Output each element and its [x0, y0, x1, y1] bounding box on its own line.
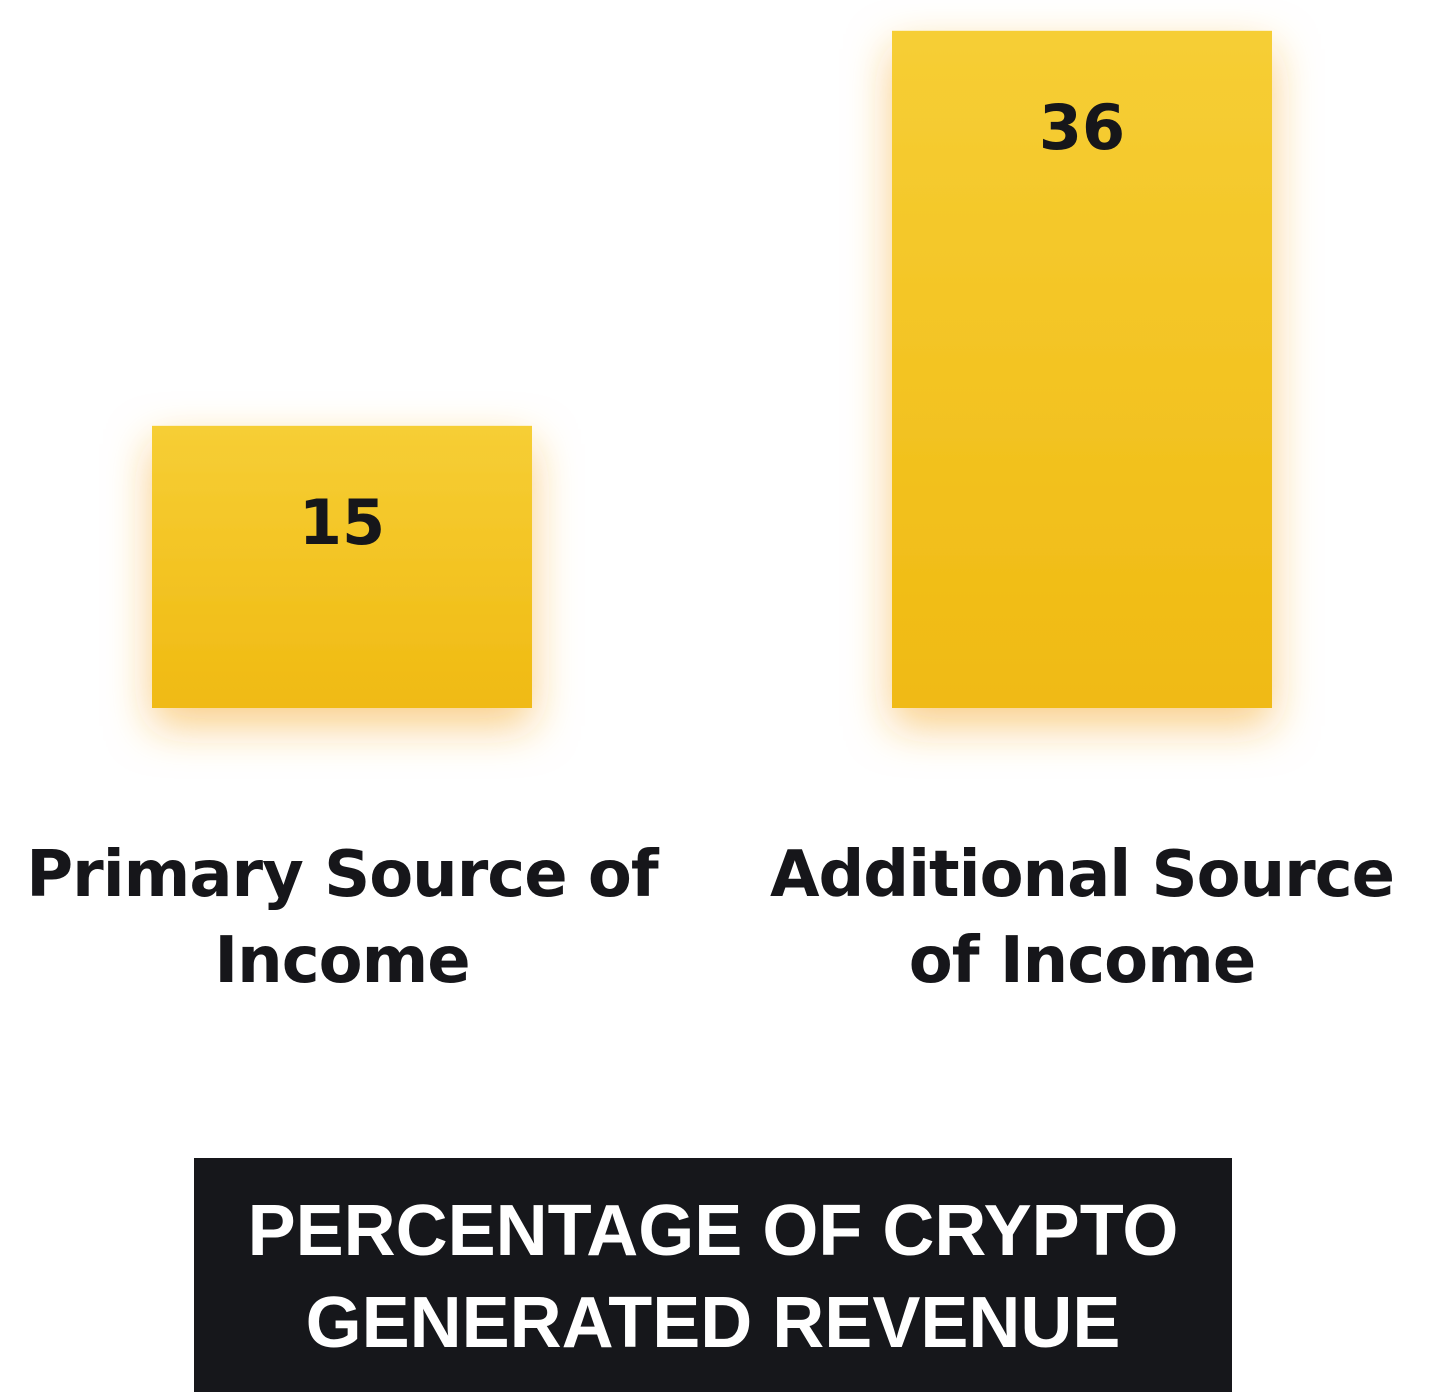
bar-primary-source-of-income: [152, 425, 532, 708]
category-label-additional-source-of-income: Additional Source of Income: [769, 838, 1395, 998]
chart-title-box: PERCENTAGE OF CRYPTO GENERATED REVENUE: [194, 1158, 1232, 1392]
chart-title: PERCENTAGE OF CRYPTO GENERATED REVENUE: [247, 1191, 1179, 1363]
bar-value-label: 36: [1039, 91, 1125, 164]
bar-additional-source-of-income: [892, 30, 1272, 709]
category-label-primary-source-of-income: Primary Source of Income: [26, 838, 658, 998]
bar-value-label: 15: [299, 486, 385, 559]
